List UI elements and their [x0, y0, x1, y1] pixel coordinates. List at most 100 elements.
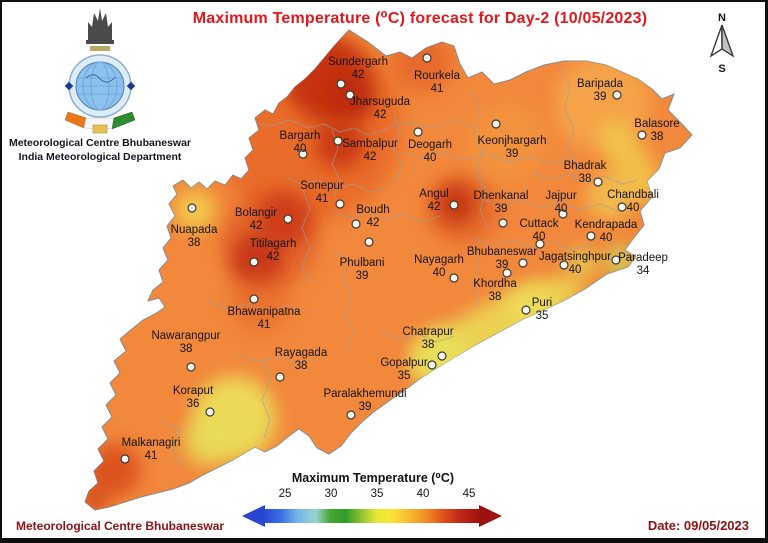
station-temp: 42 [428, 201, 441, 213]
station-marker [518, 258, 528, 268]
colorbar-left-arrow-icon [242, 505, 265, 527]
station-name: Kendrapada [575, 219, 638, 231]
station-marker [275, 372, 285, 382]
station-name: Bolangir [235, 207, 277, 219]
legend-tick: 30 [324, 488, 338, 500]
station-marker [283, 214, 293, 224]
org-line2: India Meteorological Department [18, 151, 182, 163]
station-marker [298, 149, 308, 159]
station-marker [120, 454, 130, 464]
station-temp: 38 [188, 237, 201, 249]
station-temp: 40 [433, 267, 446, 279]
station-marker [535, 239, 545, 249]
station-name: Khordha [473, 278, 517, 290]
station-marker [437, 351, 447, 361]
district-boundaries [161, 67, 639, 467]
station-marker [187, 203, 197, 213]
station-name: Rourkela [414, 70, 461, 82]
station-temp: 39 [495, 203, 508, 215]
station-name: Dhenkanal [474, 190, 529, 202]
station-name: Puri [532, 297, 552, 309]
footer-org-name: Meteorological Centre Bhubaneswar [16, 519, 225, 533]
station-name: Keonjhargarh [477, 135, 546, 147]
compass: N S [702, 12, 742, 75]
station-marker [335, 199, 345, 209]
station-name: Nawarangpur [151, 330, 220, 342]
station-temp: 38 [579, 173, 592, 185]
station-temp: 39 [594, 91, 607, 103]
station-name: Gopalpur [380, 357, 427, 369]
station-temp: 42 [367, 217, 380, 229]
page-title: Maximum Temperature (⁰C) forecast for Da… [192, 10, 648, 27]
station-name: Bargarh [280, 130, 321, 142]
colorbar-right-arrow-icon [479, 505, 502, 527]
station-marker [558, 209, 568, 219]
station-temp: 40 [600, 232, 613, 244]
station-temp: 41 [145, 450, 158, 462]
station-temp: 42 [352, 69, 365, 81]
compass-north-label: N [718, 12, 726, 24]
station-temp: 41 [258, 319, 271, 331]
legend-ticks: 25 30 35 40 45 [237, 488, 509, 502]
station-name: Sundergarh [328, 56, 388, 68]
station-temp: 40 [569, 264, 582, 276]
station-temp: 40 [533, 231, 546, 243]
station-temp: 39 [359, 401, 372, 413]
station-marker [637, 130, 647, 140]
legend-title: Maximum Temperature (⁰C) [291, 471, 455, 485]
station-marker [593, 177, 603, 187]
station-name: Chandbali [607, 189, 659, 201]
station-marker [333, 136, 343, 146]
station-name: Jajpur [545, 190, 576, 202]
station-marker [617, 202, 627, 212]
station-marker [345, 90, 355, 100]
imd-logo [40, 6, 160, 138]
station-temp: 39 [356, 270, 369, 282]
station-name: Baripada [577, 78, 624, 90]
station-temp: 40 [555, 203, 568, 215]
legend-colorbar [242, 505, 502, 527]
station-marker [491, 119, 501, 129]
station-temp: 42 [364, 151, 377, 163]
org-line1: Meteorological Centre Bhubaneswar [8, 137, 192, 149]
station-temp: 34 [637, 265, 650, 277]
station-temp: 38 [295, 360, 308, 372]
station-temp: 38 [651, 131, 664, 143]
station-marker [586, 231, 596, 241]
station-temp: 39 [496, 259, 509, 271]
station-name: Paradeep [618, 252, 668, 264]
station-name: Jagatsinghpur [539, 251, 611, 263]
station-marker [612, 90, 622, 100]
station-temp: 38 [489, 291, 502, 303]
station-temp: 35 [536, 310, 549, 322]
station-temp: 42 [374, 109, 387, 121]
station-marker [413, 127, 423, 137]
station-temp: 36 [187, 398, 200, 410]
colorbar-gradient [263, 509, 481, 523]
compass-south-label: S [718, 63, 726, 75]
station-name: Balasore [634, 118, 679, 130]
station-marker [351, 219, 361, 229]
station-marker [427, 360, 437, 370]
station-temp: 38 [422, 339, 435, 351]
temperature-legend: Maximum Temperature (⁰C) 25 30 35 40 45 [237, 468, 509, 530]
station-name: Koraput [173, 385, 214, 397]
